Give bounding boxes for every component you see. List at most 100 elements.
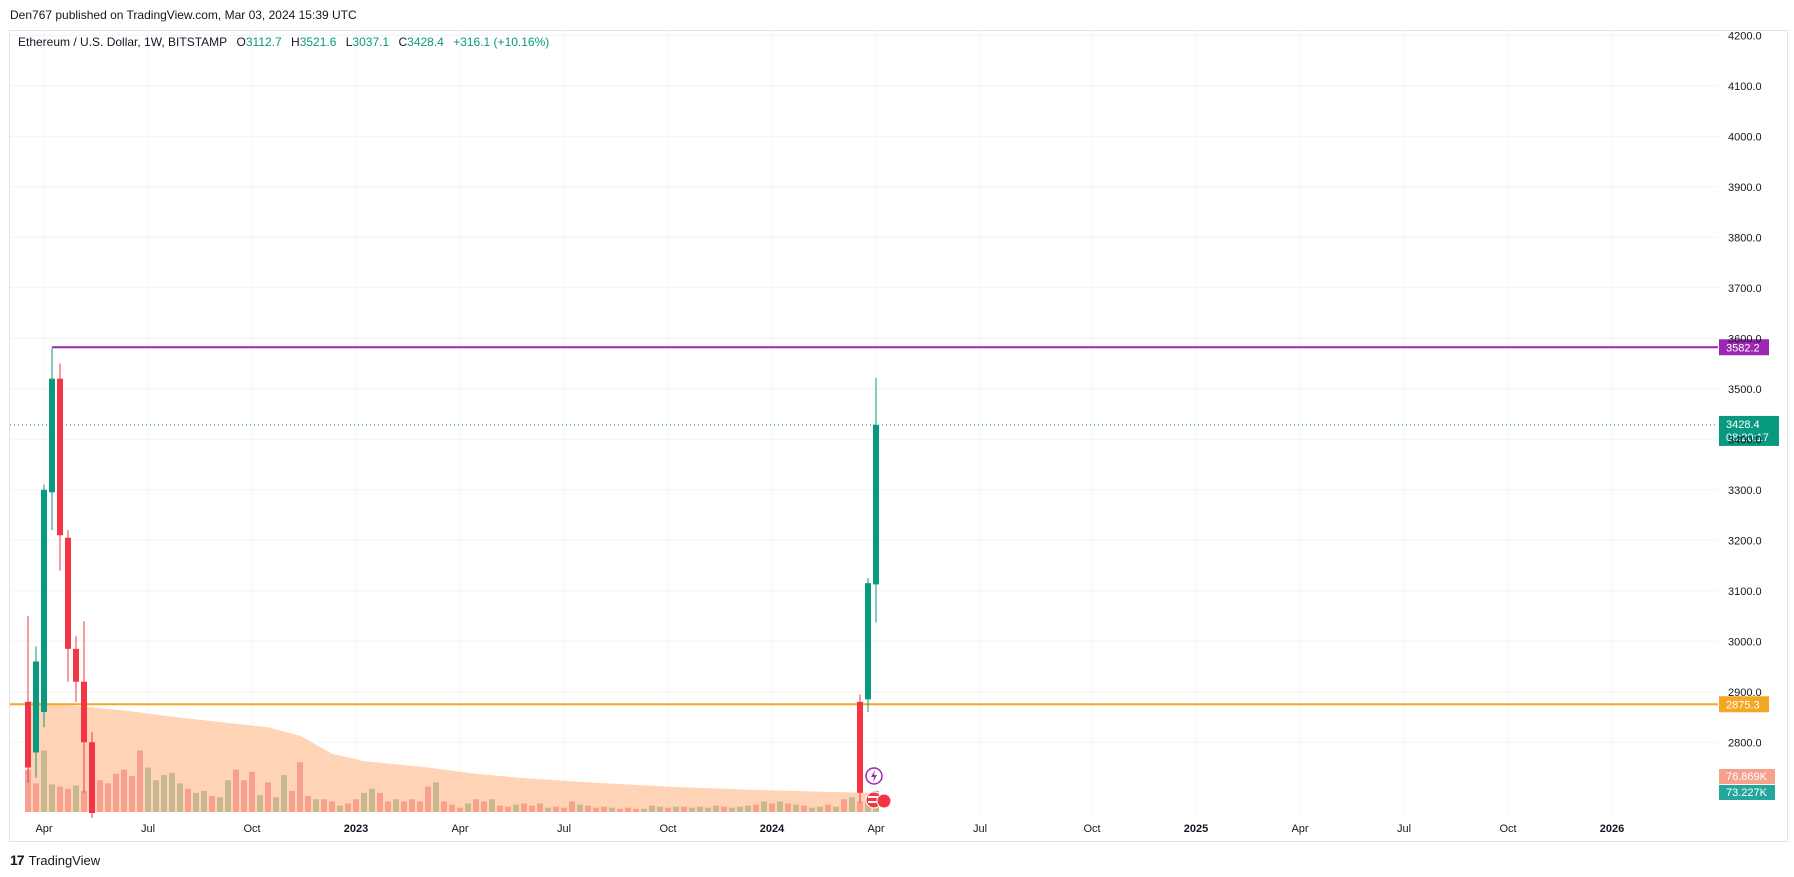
volume-bar-56 xyxy=(473,799,479,812)
x-tick-label-4: Apr xyxy=(451,823,468,835)
x-tick-label-7: 2024 xyxy=(760,823,785,835)
countdown-label: 08:20:17 xyxy=(1726,432,1769,444)
x-tick-label-15: 2026 xyxy=(1600,823,1624,835)
volume-bar-61 xyxy=(513,804,519,812)
volume-bar-55 xyxy=(465,803,471,812)
y-tick-label-12: 4000.0 xyxy=(1728,131,1762,143)
volume-bar-72 xyxy=(601,806,607,812)
volume-bar-43 xyxy=(369,788,375,812)
candle-body-5 xyxy=(65,537,71,649)
volume-bar-37 xyxy=(321,799,327,812)
volume-bar-44 xyxy=(377,792,383,812)
volume-bar-66 xyxy=(553,806,559,812)
volume-bar-47 xyxy=(401,801,407,812)
volume-bar-50 xyxy=(425,786,431,812)
candle-body-8 xyxy=(89,742,95,813)
volume-bar-39 xyxy=(337,805,343,812)
volume-bar-62 xyxy=(521,803,527,812)
volume-bar-77 xyxy=(641,808,647,812)
volume-bar-99 xyxy=(817,806,823,812)
volume-bar-103 xyxy=(849,797,855,812)
candle-body-1 xyxy=(33,661,39,753)
x-tick-label-9: Jul xyxy=(973,823,987,835)
volume-bar-91 xyxy=(753,804,759,812)
volume-bar-71 xyxy=(593,807,599,812)
volume-bar-51 xyxy=(433,782,439,812)
x-tick-label-6: Oct xyxy=(659,823,676,835)
volume-bar-57 xyxy=(481,801,487,812)
open-label: O xyxy=(236,35,246,49)
volume-bar-34 xyxy=(297,762,303,812)
candle-body-0 xyxy=(25,701,31,768)
volume-bar-102 xyxy=(841,799,847,812)
volume-bar-21 xyxy=(193,792,199,812)
y-tick-label-4: 3200.0 xyxy=(1728,535,1762,547)
volume-bar-93 xyxy=(769,803,775,812)
volume-bar-82 xyxy=(681,806,687,812)
volume-bar-79 xyxy=(657,806,663,812)
ohlc-legend: Ethereum / U.S. Dollar, 1W, BITSTAMP O31… xyxy=(18,35,549,49)
volume-bar-101 xyxy=(833,806,839,812)
volume-bar-22 xyxy=(201,790,207,812)
volume-bar-1 xyxy=(33,783,39,812)
y-tick-label-6: 3400.0 xyxy=(1728,434,1762,446)
volume-bar-97 xyxy=(801,805,807,812)
candle-body-3 xyxy=(49,378,55,493)
symbol-title[interactable]: Ethereum / U.S. Dollar, 1W, BITSTAMP xyxy=(18,35,228,49)
volume-bar-20 xyxy=(185,788,191,812)
us-flag-event-icon-2[interactable] xyxy=(876,793,892,809)
volume-bar-36 xyxy=(313,799,319,812)
volume-bar-38 xyxy=(329,801,335,812)
tradingview-brand[interactable]: 17 TradingView xyxy=(10,852,100,868)
x-tick-label-11: 2025 xyxy=(1184,823,1208,835)
volume-bar-10 xyxy=(105,783,111,812)
volume-bar-94 xyxy=(777,801,783,812)
volume-bar-63 xyxy=(529,805,535,812)
level-tag-label-0: 3582.2 xyxy=(1726,342,1760,354)
low-label: L xyxy=(345,35,353,49)
x-tick-label-2: Oct xyxy=(243,823,260,835)
volume-bar-33 xyxy=(289,790,295,812)
volume-bar-58 xyxy=(489,799,495,812)
volume-bar-25 xyxy=(225,780,231,812)
low-value: 3037.1 xyxy=(352,35,390,49)
volume-bar-29 xyxy=(257,795,263,812)
x-tick-label-5: Jul xyxy=(557,823,571,835)
volume-bar-74 xyxy=(617,808,623,812)
volume-bar-45 xyxy=(385,801,391,812)
volume-bar-88 xyxy=(729,807,735,812)
volume-bar-18 xyxy=(169,772,175,812)
candle-body-2 xyxy=(41,489,47,712)
volume-bar-5 xyxy=(65,788,71,812)
y-tick-label-1: 2900.0 xyxy=(1728,687,1762,699)
volume-tag-0 xyxy=(1719,769,1775,784)
volume-bar-89 xyxy=(737,806,743,812)
volume-bar-69 xyxy=(577,804,583,812)
volume-ma-area xyxy=(28,700,876,812)
volume-bar-4 xyxy=(57,786,63,812)
volume-bar-49 xyxy=(417,801,423,812)
y-tick-label-7: 3500.0 xyxy=(1728,384,1762,396)
volume-bar-40 xyxy=(345,803,351,812)
volume-bar-42 xyxy=(361,792,367,812)
volume-bar-9 xyxy=(97,780,103,812)
volume-bar-60 xyxy=(505,806,511,812)
high-value: 3521.6 xyxy=(299,35,337,49)
volume-bar-84 xyxy=(697,806,703,812)
volume-bar-35 xyxy=(305,796,311,812)
x-tick-label-13: Jul xyxy=(1397,823,1411,835)
candle-body-11 xyxy=(873,424,879,585)
tradingview-logo-icon: 17 xyxy=(10,852,25,868)
volume-bar-100 xyxy=(825,804,831,812)
volume-bar-7 xyxy=(81,790,87,812)
candle-body-4 xyxy=(57,378,63,536)
x-tick-label-0: Apr xyxy=(35,823,52,835)
volume-bar-65 xyxy=(545,807,551,812)
volume-bar-96 xyxy=(793,804,799,812)
volume-bar-75 xyxy=(625,807,631,812)
volume-bar-46 xyxy=(393,799,399,812)
volume-bar-2 xyxy=(41,750,47,812)
volume-bar-15 xyxy=(145,767,151,812)
volume-bar-11 xyxy=(113,773,119,812)
